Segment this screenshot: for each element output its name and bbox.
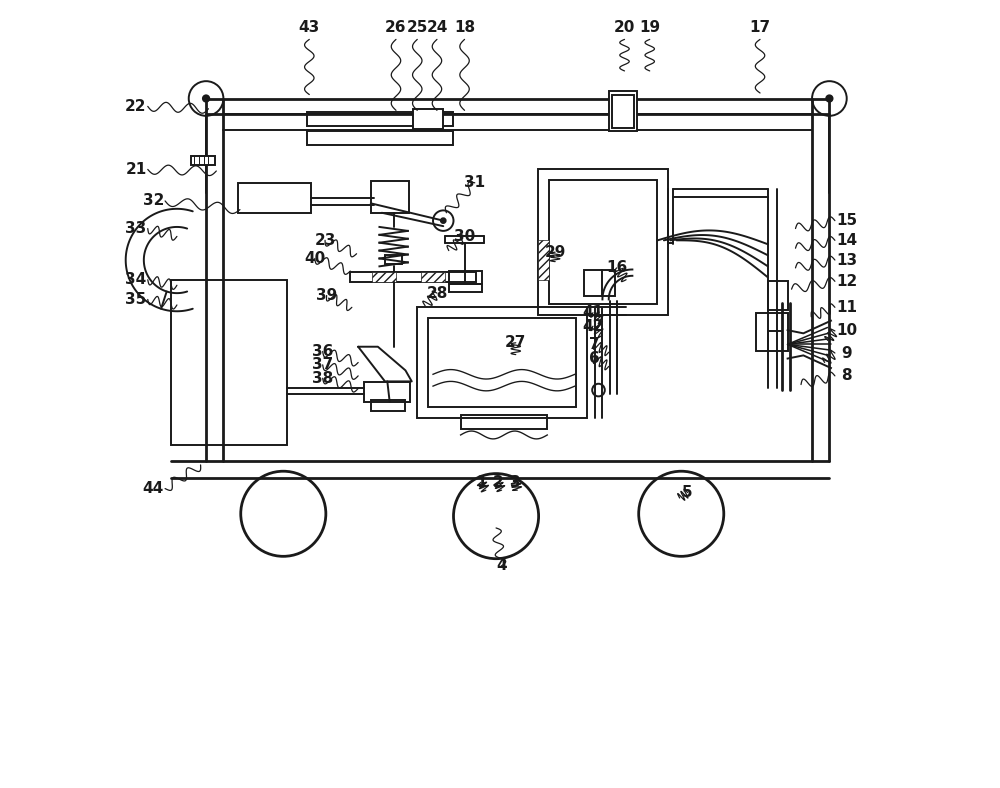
Text: 4: 4 [496,558,507,574]
Circle shape [441,218,446,223]
Text: 41: 41 [582,305,604,321]
Text: 2: 2 [492,474,503,490]
Text: 18: 18 [454,20,475,35]
Text: 14: 14 [836,232,857,248]
Bar [307,131,453,145]
Bar [768,281,788,310]
Bar [191,156,215,165]
Text: 7: 7 [589,336,600,352]
Text: 32: 32 [143,193,164,209]
Bar [307,112,453,126]
Text: 6: 6 [589,351,600,366]
Bar [421,272,445,282]
Bar [385,255,402,264]
Circle shape [203,95,209,102]
Bar [549,180,657,304]
Bar [413,109,443,129]
Text: 11: 11 [836,299,857,315]
Text: 44: 44 [143,481,164,496]
Text: 38: 38 [312,370,333,386]
Text: 33: 33 [125,221,147,236]
Text: 3: 3 [510,474,521,490]
Text: 36: 36 [312,344,333,359]
Text: 40: 40 [304,251,325,266]
Text: 21: 21 [125,162,147,177]
Bar [538,169,668,315]
Text: 20: 20 [614,20,635,35]
Text: 31: 31 [464,175,485,191]
Bar [372,272,396,282]
Text: 16: 16 [606,260,627,276]
Bar [171,280,287,445]
Text: 24: 24 [426,20,448,35]
Text: 22: 22 [125,98,147,114]
Bar [371,181,409,213]
Bar [417,307,587,418]
Circle shape [826,95,833,102]
Text: 30: 30 [454,229,475,244]
Text: 13: 13 [836,252,857,268]
Text: 25: 25 [407,20,428,35]
Text: 42: 42 [582,318,604,334]
Bar [538,240,549,280]
Text: 26: 26 [385,20,407,35]
Bar [350,272,476,282]
Text: 27: 27 [505,335,526,351]
Text: 35: 35 [125,292,147,307]
Bar [449,284,482,292]
Text: 15: 15 [836,213,857,229]
Text: 19: 19 [639,20,660,35]
Bar [364,382,410,402]
Bar [428,318,576,407]
Text: 8: 8 [841,368,852,384]
Bar [584,270,615,296]
Text: 5: 5 [682,485,693,500]
Text: 39: 39 [316,288,337,303]
Bar [461,415,547,429]
Text: 10: 10 [836,323,857,339]
Text: 9: 9 [841,345,852,361]
Bar [371,400,405,411]
Bar [756,313,788,351]
Bar [609,91,637,131]
Text: 43: 43 [299,20,320,35]
Text: 12: 12 [836,273,857,289]
Bar [449,271,482,284]
Text: 1: 1 [476,474,486,490]
Text: 17: 17 [749,20,771,35]
Bar [238,183,311,213]
Text: 29: 29 [544,244,566,260]
Text: 34: 34 [125,272,147,288]
Text: 23: 23 [314,232,336,248]
Text: 37: 37 [312,357,333,373]
Bar [612,95,634,128]
Text: 28: 28 [426,285,448,301]
